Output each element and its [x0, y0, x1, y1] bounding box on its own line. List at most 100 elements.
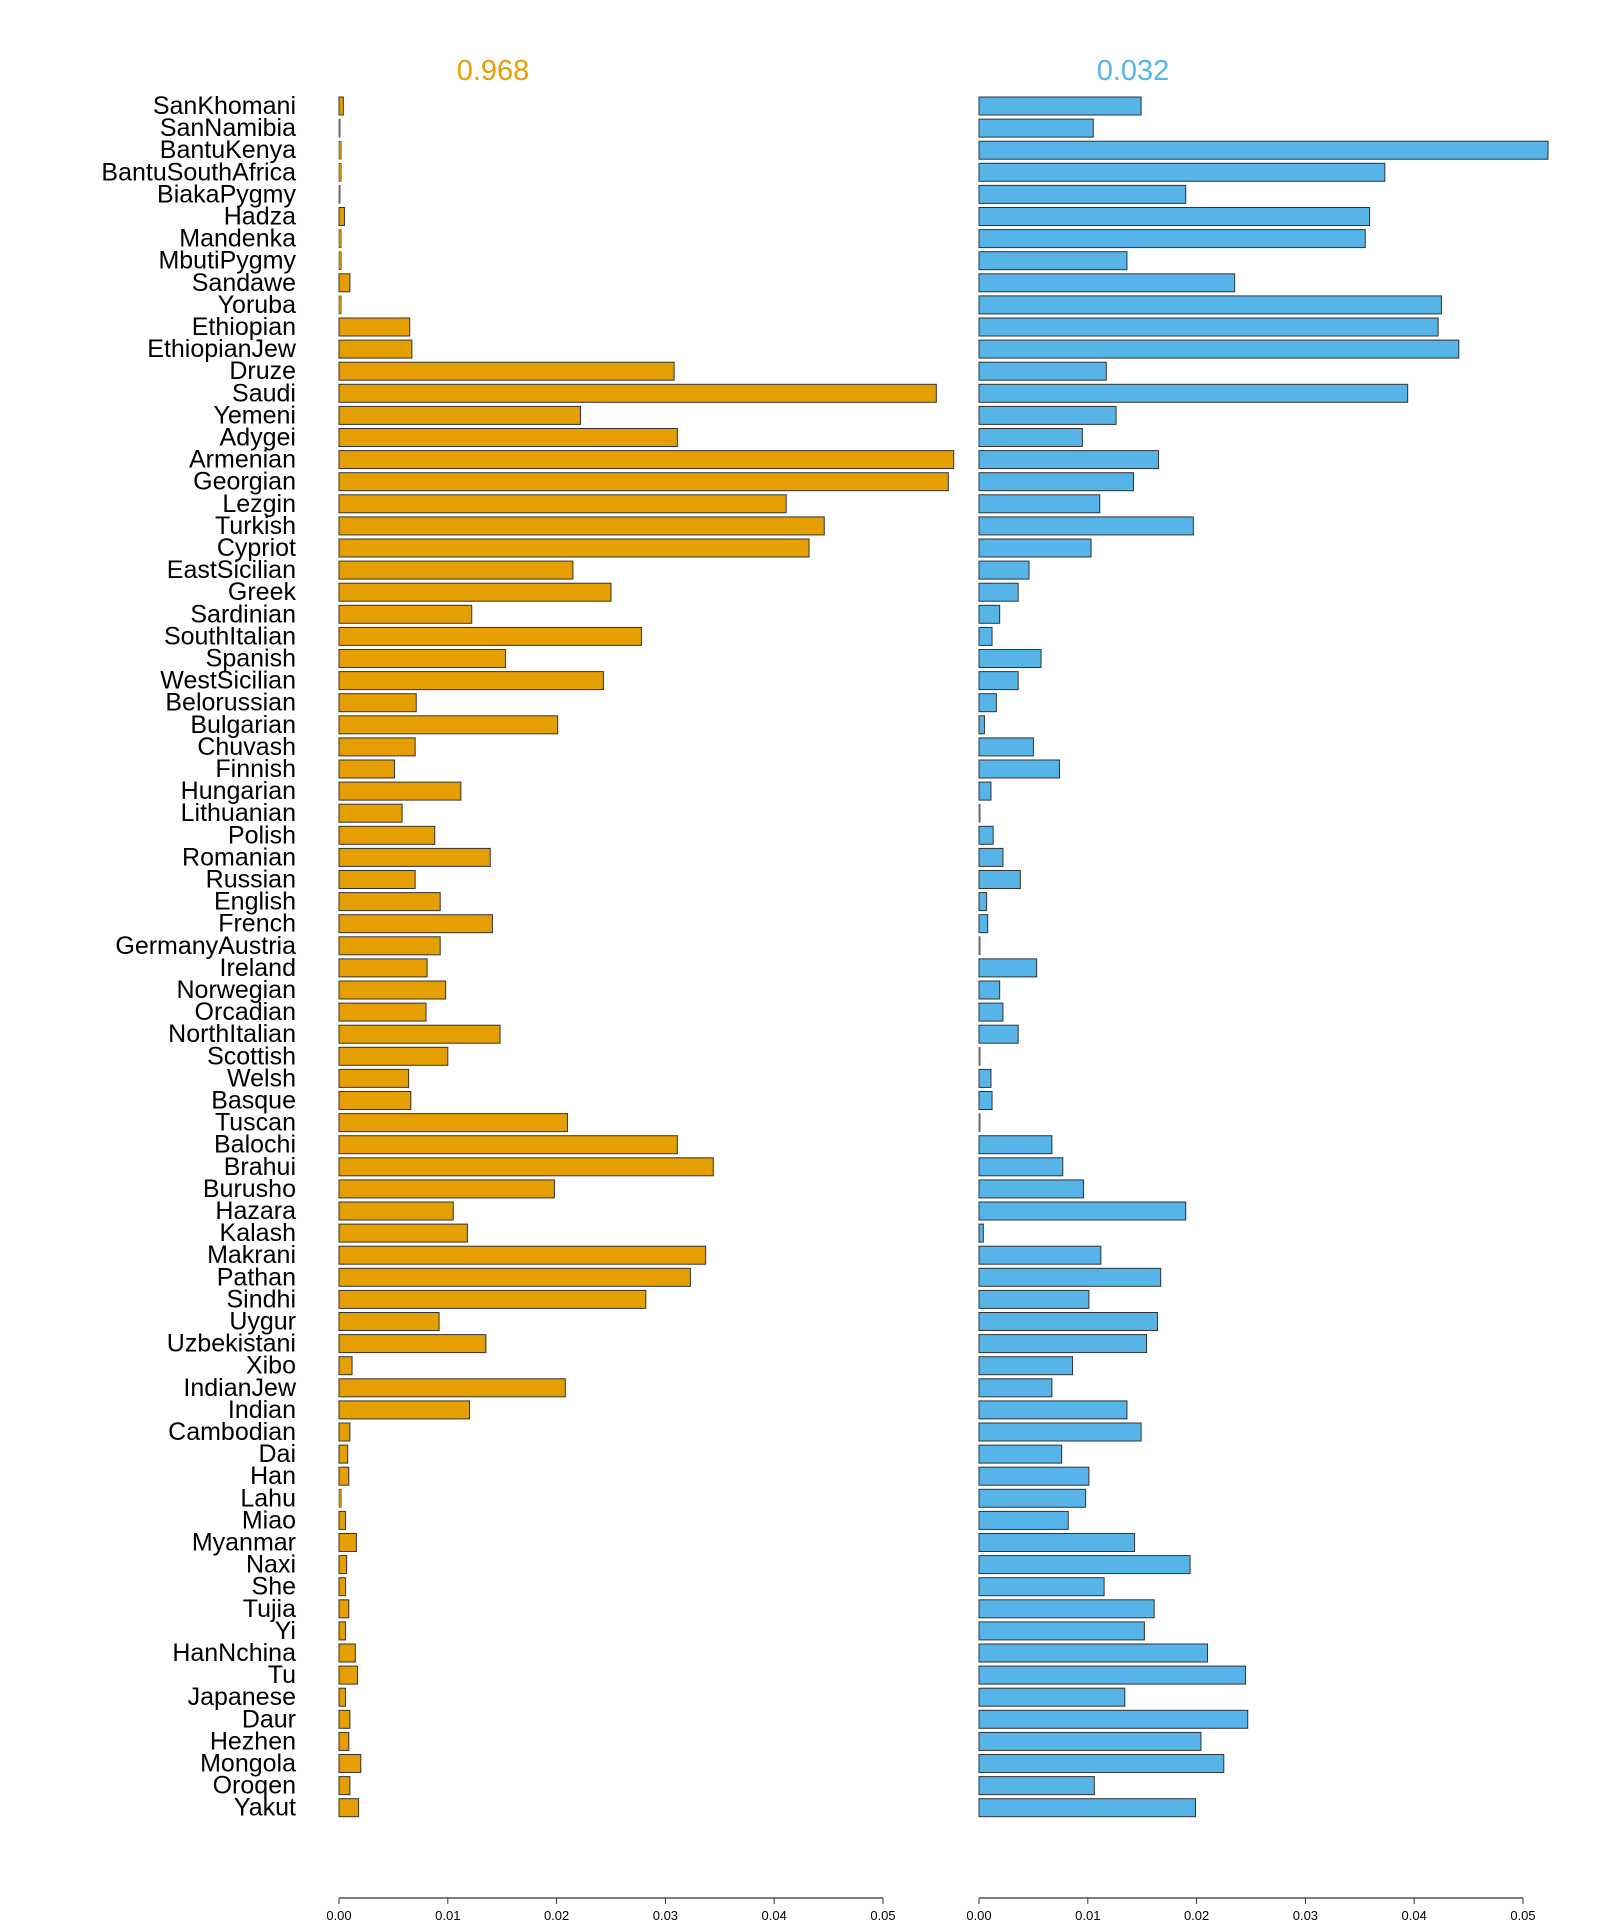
population-label: She: [252, 1573, 296, 1601]
population-label: Xibo: [246, 1352, 296, 1380]
bar: [338, 516, 825, 536]
bar: [338, 1334, 487, 1354]
x-tick-label: 0.01: [435, 1908, 460, 1920]
bar: [338, 405, 582, 425]
bar: [978, 1312, 1158, 1331]
bar: [338, 582, 612, 602]
bar: [338, 339, 413, 359]
population-label: Russian: [206, 866, 296, 894]
bar: [338, 1731, 350, 1751]
bar: [338, 759, 395, 779]
bar: [978, 1002, 1004, 1022]
bar: [338, 1466, 350, 1486]
population-label: Ethiopian: [192, 313, 296, 341]
bar: [338, 649, 506, 668]
bar: [978, 1709, 1249, 1729]
bar: [338, 892, 441, 912]
bar: [338, 1135, 678, 1155]
panel-title: 0.032: [1097, 55, 1170, 87]
population-label: EastSicilian: [167, 556, 296, 584]
population-label: Uzbekistani: [167, 1330, 296, 1358]
bar: [338, 361, 675, 381]
bar: [978, 604, 1001, 624]
bar: [338, 207, 345, 226]
bar: [978, 1400, 1128, 1420]
population-label: SouthItalian: [164, 622, 296, 650]
bar: [978, 1201, 1187, 1221]
bar: [338, 1046, 449, 1066]
bar: [338, 1489, 342, 1508]
bar: [978, 1731, 1202, 1751]
population-label: Romanian: [182, 843, 296, 871]
bar: [338, 1709, 351, 1729]
population-label: Finnish: [215, 755, 296, 783]
population-label: Sandawe: [192, 269, 296, 297]
population-label: Dai: [258, 1440, 296, 1468]
bar: [978, 1334, 1148, 1354]
bar: [338, 803, 403, 823]
population-label: French: [218, 910, 296, 938]
bar: [338, 1444, 349, 1464]
population-label: Greek: [228, 578, 297, 606]
bar: [978, 184, 1187, 204]
bar: [338, 626, 642, 646]
bar: [338, 428, 678, 447]
bar: [338, 494, 787, 514]
bar: [978, 1665, 1247, 1685]
x-tick-label: 0.05: [1510, 1908, 1535, 1920]
population-label: Saudi: [232, 379, 296, 407]
bar: [338, 472, 949, 492]
population-label: Ireland: [220, 954, 296, 982]
bar: [338, 538, 810, 558]
bar: [978, 1223, 984, 1243]
x-tick-label: 0.04: [1402, 1908, 1427, 1920]
bar: [978, 1754, 1225, 1773]
bar: [978, 626, 993, 646]
bar: [978, 1798, 1197, 1818]
bar: [338, 1024, 501, 1044]
bar: [978, 1444, 1063, 1464]
bar: [978, 361, 1107, 381]
x-tick-label: 0.04: [762, 1908, 787, 1920]
bar: [338, 1776, 351, 1796]
population-label: Kalash: [220, 1219, 296, 1247]
bar: [978, 693, 997, 713]
population-label: Hungarian: [181, 777, 296, 805]
population-label: Scottish: [207, 1042, 296, 1070]
population-label: Burusho: [203, 1175, 296, 1203]
bar: [338, 560, 574, 580]
bar: [978, 1091, 993, 1110]
bar: [978, 1466, 1090, 1486]
bar: [338, 693, 417, 713]
population-label: Lezgin: [222, 490, 296, 518]
population-label: Tujia: [243, 1595, 296, 1623]
population-label: Miao: [242, 1506, 296, 1534]
bar: [338, 936, 441, 956]
bar: [338, 1422, 351, 1442]
bar: [338, 1113, 568, 1133]
population-label: Brahui: [224, 1153, 296, 1181]
bar: [338, 1400, 471, 1420]
bar: [338, 1510, 347, 1530]
population-label: Indian: [228, 1396, 296, 1424]
population-label: BantuKenya: [160, 136, 296, 164]
bar: [978, 162, 1386, 182]
bar: [978, 538, 1092, 558]
bar: [978, 428, 1083, 447]
population-label: Naxi: [246, 1551, 296, 1579]
population-label: Yoruba: [218, 291, 296, 319]
bar: [338, 1533, 357, 1552]
bar: [978, 1179, 1084, 1199]
population-label: Cypriot: [217, 534, 296, 562]
bar: [978, 825, 994, 845]
bar: [978, 1577, 1105, 1597]
bar: [978, 1510, 1069, 1530]
bar: [338, 1665, 358, 1685]
population-label: Tu: [268, 1661, 296, 1689]
bar: [978, 295, 1442, 315]
bar: [338, 604, 473, 624]
bar: [978, 383, 1409, 403]
population-label: EthiopianJew: [147, 335, 297, 363]
bar: [978, 1687, 1126, 1707]
